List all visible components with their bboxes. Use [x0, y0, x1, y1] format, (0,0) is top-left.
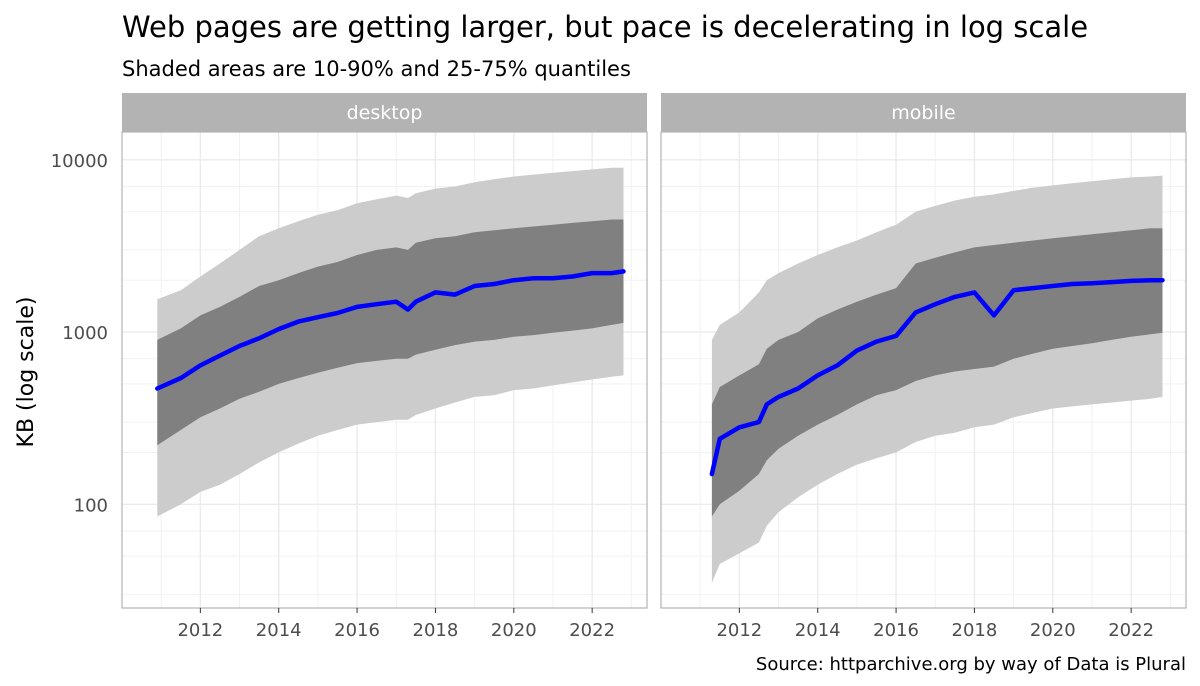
- x-tick-label: 2012: [716, 620, 762, 641]
- x-tick-label: 2016: [334, 620, 380, 641]
- facet-label: mobile: [891, 102, 955, 124]
- chart-caption: Source: httparchive.org by way of Data i…: [756, 654, 1186, 675]
- x-tick-label: 2014: [795, 620, 841, 641]
- panel-desktop: desktop 2012 2014 2016 2018 2020 2022: [121, 93, 648, 641]
- facet-label: desktop: [347, 102, 423, 124]
- x-tick-label: 2020: [1030, 620, 1076, 641]
- x-tick-label: 2022: [1108, 620, 1154, 641]
- facet-panels: 100 1000 10000 desktop 2012 2014 2016 2018 2020 2…: [51, 93, 1187, 641]
- x-tick-label: 2016: [873, 620, 919, 641]
- x-tick-label: 2018: [413, 620, 459, 641]
- band-25-75: [711, 228, 1163, 517]
- y-tick-label: 10000: [51, 151, 108, 172]
- y-axis-label: KB (log scale): [14, 297, 39, 448]
- median-line: [155, 269, 626, 391]
- x-tick-label: 2020: [491, 620, 537, 641]
- y-tick-label: 100: [74, 495, 108, 516]
- chart-subtitle: Shaded areas are 10-90% and 25-75% quant…: [122, 57, 631, 81]
- x-tick-label: 2018: [952, 620, 998, 641]
- panel-mobile: mobile 2012 2014 2016 2018 2020 2022: [660, 93, 1187, 641]
- x-tick-label: 2014: [256, 620, 302, 641]
- y-tick-label: 1000: [62, 323, 108, 344]
- x-tick-label: 2022: [569, 620, 615, 641]
- facet-strip: [661, 93, 1186, 132]
- x-tick-label: 2012: [177, 620, 223, 641]
- facet-strip: [122, 93, 647, 132]
- panel-border: [660, 131, 1187, 609]
- median-line: [709, 277, 1165, 477]
- band-25-75: [157, 219, 624, 446]
- panel-border: [121, 131, 648, 609]
- chart-title: Web pages are getting larger, but pace i…: [122, 10, 1088, 44]
